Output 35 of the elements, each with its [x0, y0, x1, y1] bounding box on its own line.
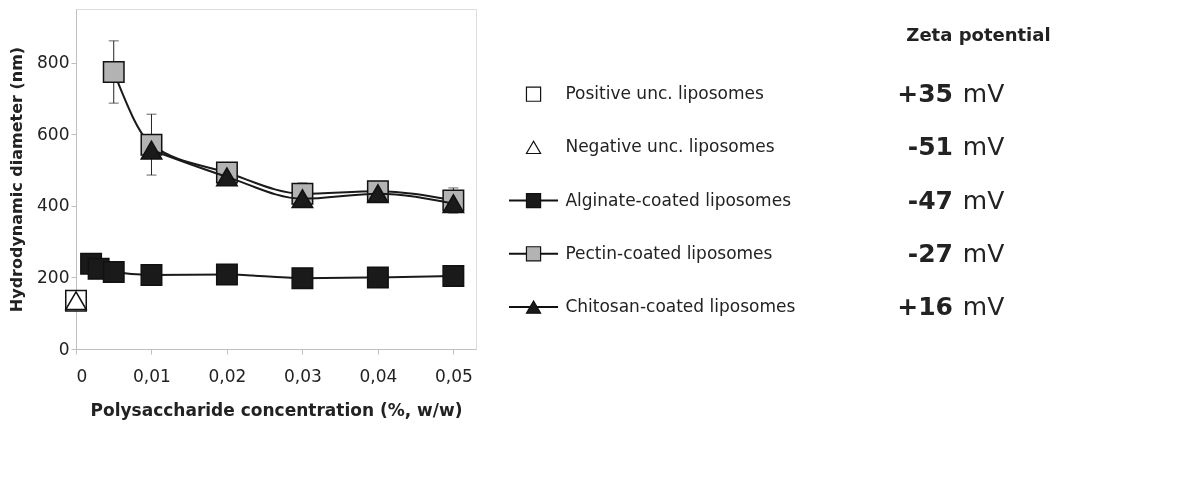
legend-label: Alginate-coated liposomes	[565, 189, 792, 210]
legend-label: Positive unc. liposomes	[565, 83, 764, 104]
x-tick-label: 0,03	[283, 365, 322, 386]
text: -47 mV	[907, 185, 1005, 215]
point	[215, 263, 238, 286]
y-tick-label: 0	[58, 338, 70, 359]
point	[291, 267, 314, 290]
point	[366, 266, 389, 289]
y-tick-label: 600	[37, 123, 70, 144]
point	[140, 263, 163, 286]
legend-title: Zeta potential	[906, 23, 1051, 45]
x-tick-label: 0,02	[208, 365, 247, 386]
x-tick-label: 0,01	[133, 365, 171, 386]
text: -51 mV	[907, 132, 1005, 162]
text: -27 mV	[907, 238, 1005, 268]
point	[215, 167, 238, 187]
legend-label: Chitosan-coated liposomes	[565, 296, 796, 317]
point	[442, 264, 465, 287]
y-tick-label: 800	[37, 52, 70, 73]
text: +16 mV	[897, 292, 1005, 322]
legend-label: Pectin-coated liposomes	[565, 242, 773, 263]
x-axis-title: Polysaccharide concentration (%, w/w)	[90, 399, 463, 420]
point	[102, 261, 125, 284]
y-axis-title: Hydrodynamic diameter (nm)	[7, 46, 27, 313]
point	[442, 194, 465, 214]
point	[102, 60, 125, 83]
y-tick-label: 200	[37, 266, 70, 287]
x-tick-label: 0,04	[359, 365, 398, 386]
x-tick-label: 0,05	[434, 365, 473, 386]
point	[291, 189, 314, 209]
x-tick-label: 0	[76, 365, 88, 386]
y-tick-label: 400	[37, 195, 70, 216]
text: +35 mV	[897, 79, 1005, 109]
legend-label: Negative unc. liposomes	[565, 136, 775, 157]
point	[140, 140, 163, 160]
